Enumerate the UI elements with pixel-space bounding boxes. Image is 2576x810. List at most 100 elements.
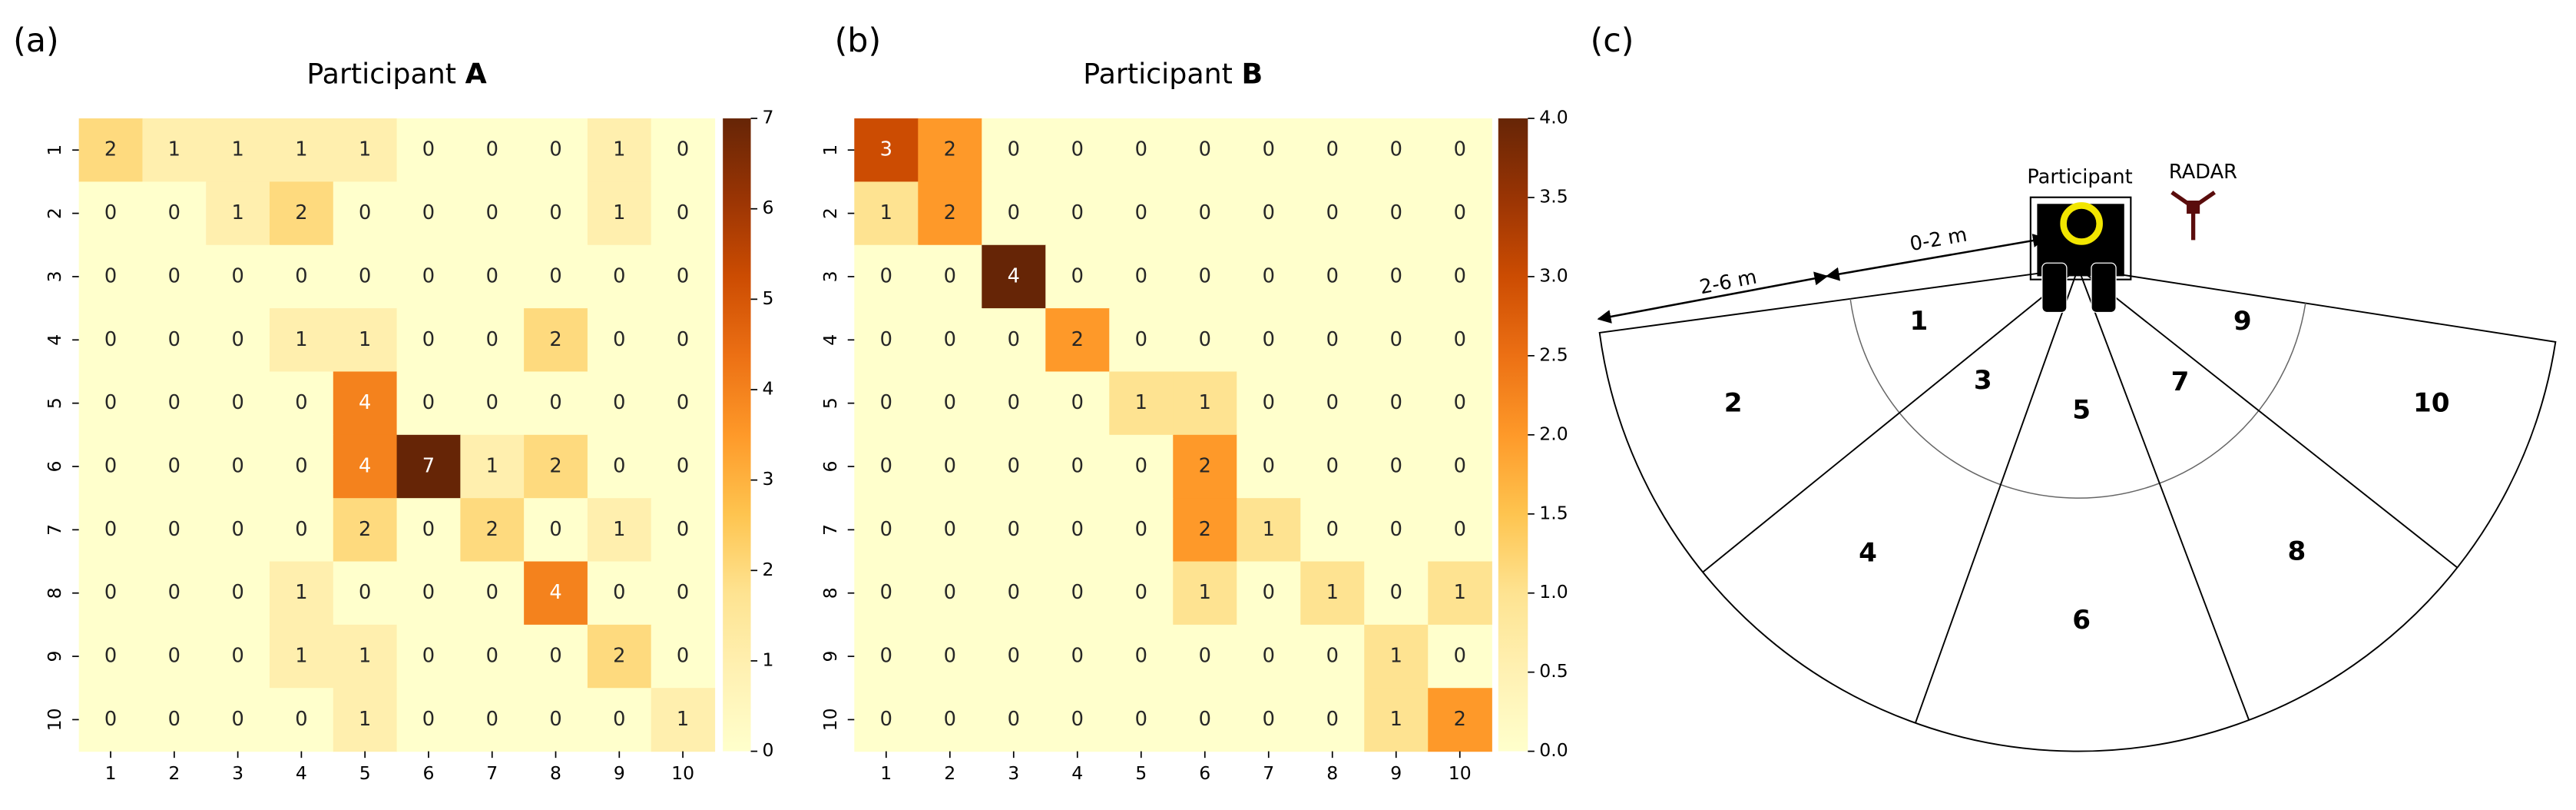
cell-label: 0 bbox=[1390, 391, 1402, 414]
cell-label: 0 bbox=[1008, 201, 1020, 224]
y-tick-label: 3 bbox=[44, 271, 65, 282]
heatmap-cell bbox=[651, 244, 716, 309]
x-tick-label: 8 bbox=[550, 762, 561, 784]
heatmap-cell bbox=[78, 118, 144, 183]
y-tick-label: 8 bbox=[44, 587, 65, 599]
heatmap-cell bbox=[1428, 498, 1492, 563]
range-arrow bbox=[1597, 271, 1829, 324]
heatmap-cell bbox=[982, 118, 1046, 183]
cell-label: 2 bbox=[944, 138, 956, 161]
cell-label: 0 bbox=[944, 518, 956, 541]
heatmap-cell bbox=[524, 308, 588, 373]
cell-label: 1 bbox=[1326, 581, 1339, 604]
heatmap-cell bbox=[1237, 688, 1301, 752]
heatmap-cell bbox=[1237, 118, 1301, 183]
cell-label: 4 bbox=[549, 581, 561, 604]
heatmap-cell bbox=[1173, 624, 1237, 689]
heatmap-cell bbox=[854, 561, 919, 626]
cell-label: 0 bbox=[1326, 391, 1339, 414]
cell-label: 0 bbox=[1008, 328, 1020, 351]
heatmap-cell bbox=[1173, 244, 1237, 309]
cell-label: 0 bbox=[168, 518, 180, 541]
heatmap-cell bbox=[142, 624, 207, 689]
sector-divider bbox=[2078, 267, 2458, 569]
heatmap-cell bbox=[333, 308, 398, 373]
heatmap-cell bbox=[982, 561, 1046, 626]
cell-label: 0 bbox=[231, 708, 243, 731]
heatmap-cell bbox=[587, 434, 652, 499]
cell-label: 0 bbox=[422, 645, 435, 668]
cell-label: 0 bbox=[677, 454, 689, 477]
cell-label: 1 bbox=[359, 645, 371, 668]
chart-title: Participant B bbox=[1083, 57, 1263, 90]
cell-label: 0 bbox=[1263, 645, 1275, 668]
heatmap-cell bbox=[333, 181, 398, 246]
cell-label: 0 bbox=[880, 581, 892, 604]
colorbar-tick-label: 2 bbox=[763, 559, 774, 580]
heatmap-cell bbox=[918, 244, 982, 309]
heatmap-cell bbox=[918, 688, 982, 752]
heatmap-cell bbox=[1045, 118, 1110, 183]
cell-label: 0 bbox=[549, 201, 561, 224]
heatmap-cell bbox=[396, 688, 461, 752]
heatmap-cell bbox=[982, 688, 1046, 752]
heatmap-cell bbox=[270, 308, 334, 373]
radar-icon bbox=[2187, 201, 2200, 214]
cell-label: 0 bbox=[231, 454, 243, 477]
cell-label: 0 bbox=[359, 264, 371, 287]
cell-label: 0 bbox=[1454, 201, 1466, 224]
cell-label: 0 bbox=[1454, 645, 1466, 668]
heatmap-cell bbox=[270, 624, 334, 689]
cell-label: 3 bbox=[880, 138, 892, 161]
heatmap-cell bbox=[918, 624, 982, 689]
cell-label: 2 bbox=[613, 645, 625, 668]
heatmap-cell bbox=[1045, 434, 1110, 499]
zone-label: 2 bbox=[1724, 388, 1743, 419]
heatmap-cell bbox=[1109, 118, 1174, 183]
cell-label: 1 bbox=[295, 645, 307, 668]
heatmap-cell bbox=[460, 181, 525, 246]
cell-label: 1 bbox=[1390, 645, 1402, 668]
cell-label: 0 bbox=[1008, 138, 1020, 161]
heatmap-cell bbox=[206, 688, 270, 752]
heatmap-cell bbox=[1173, 498, 1237, 563]
y-tick-label: 1 bbox=[819, 144, 841, 156]
cell-label: 1 bbox=[1263, 518, 1275, 541]
cell-label: 0 bbox=[486, 708, 498, 731]
cell-label: 0 bbox=[1263, 138, 1275, 161]
cell-label: 0 bbox=[1199, 328, 1211, 351]
x-tick-label: 5 bbox=[1135, 762, 1147, 784]
panel-label: (a) bbox=[13, 22, 59, 60]
zone-label: 10 bbox=[2413, 388, 2450, 419]
heatmap-cell bbox=[854, 688, 919, 752]
heatmap-cell bbox=[1300, 434, 1365, 499]
heatmap-cell bbox=[1364, 688, 1429, 752]
cell-label: 0 bbox=[1071, 645, 1084, 668]
heatmap-cell bbox=[587, 688, 652, 752]
cell-label: 0 bbox=[880, 708, 892, 731]
cell-label: 0 bbox=[231, 645, 243, 668]
heatmap-cell bbox=[270, 688, 334, 752]
heatmap-cell bbox=[1173, 118, 1237, 183]
cell-label: 0 bbox=[422, 708, 435, 731]
heatmap-cell bbox=[1045, 181, 1110, 246]
heatmap-cell bbox=[1428, 118, 1492, 183]
heatmap-cell bbox=[587, 371, 652, 436]
heatmap-cell bbox=[1237, 561, 1301, 626]
heatmap-cell bbox=[1364, 624, 1429, 689]
heatmap-cell bbox=[651, 624, 716, 689]
cell-label: 4 bbox=[1008, 264, 1020, 287]
cell-label: 0 bbox=[944, 391, 956, 414]
heatmap-cell bbox=[1364, 561, 1429, 626]
zone-label: 1 bbox=[1909, 306, 1928, 337]
cell-label: 0 bbox=[677, 201, 689, 224]
cell-label: 0 bbox=[1135, 138, 1147, 161]
heatmap-cell bbox=[460, 624, 525, 689]
heatmap-cell bbox=[524, 561, 588, 626]
heatmap-cell bbox=[1237, 244, 1301, 309]
cell-label: 0 bbox=[677, 391, 689, 414]
cell-label: 0 bbox=[880, 518, 892, 541]
heatmap-cell bbox=[524, 118, 588, 183]
cell-label: 0 bbox=[422, 581, 435, 604]
cell-label: 0 bbox=[944, 708, 956, 731]
